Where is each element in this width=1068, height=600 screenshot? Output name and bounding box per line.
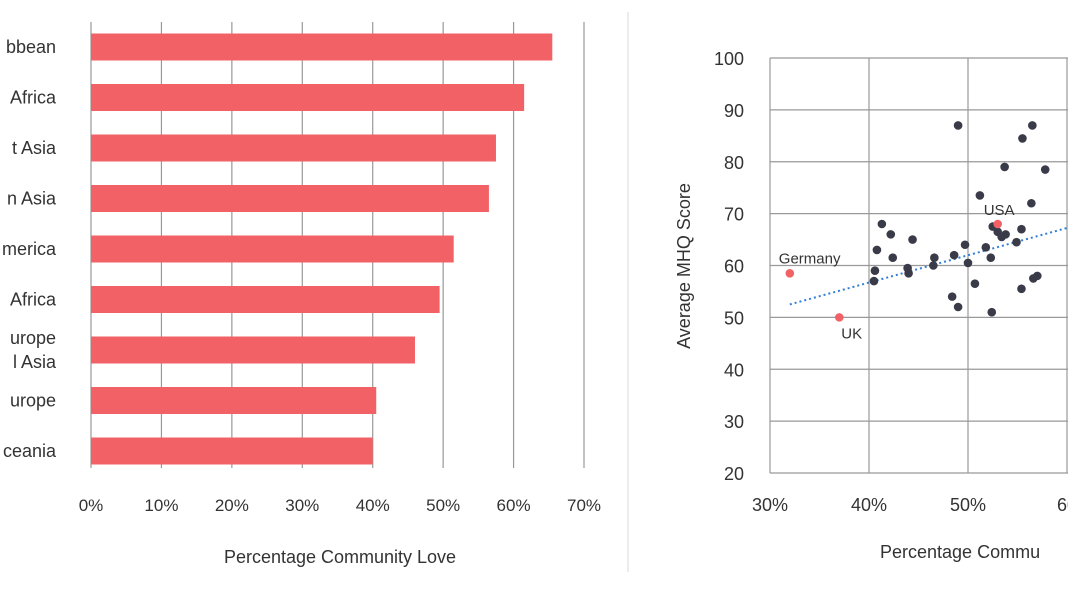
bar-chart-bars	[91, 33, 553, 465]
bar	[91, 33, 553, 61]
bar-category-label: merica	[2, 239, 57, 259]
scatter-point	[1017, 284, 1026, 294]
scatter-point	[981, 243, 991, 252]
scatter-point	[953, 302, 963, 312]
scatter-point-label: UK	[841, 325, 862, 342]
scatter-y-tick-label: 50	[724, 308, 744, 328]
bar	[91, 84, 525, 111]
bar-chart-category-labels: bbean Africa t Asia n Asia merica Africa urope…	[2, 37, 57, 461]
scatter-point	[1017, 224, 1026, 234]
bar	[91, 286, 440, 313]
bar-category-label: urope	[10, 391, 56, 411]
scatter-point	[975, 191, 985, 200]
scatter-point	[888, 253, 898, 263]
bar-x-tick-label: 20%	[215, 496, 249, 515]
scatter-point	[949, 250, 959, 260]
scatter-point	[963, 258, 973, 268]
scatter-x-tick-label: 30%	[752, 495, 788, 515]
scatter-y-tick-label: 70	[724, 205, 744, 225]
scatter-point	[1000, 162, 1009, 172]
scatter-y-tick-label: 20	[724, 464, 744, 484]
bar-category-label: Africa	[10, 290, 57, 310]
scatter-x-tick-label: 60	[1057, 495, 1068, 515]
scatter-point	[947, 292, 957, 301]
scatter-point	[997, 232, 1006, 242]
scatter-point	[929, 261, 938, 270]
scatter-x-tick-label: 40%	[851, 495, 887, 515]
scatter-y-tick-label: 60	[724, 257, 744, 277]
scatter-point	[1033, 271, 1042, 281]
bar	[91, 387, 377, 414]
scatter-y-tick-label: 40	[724, 360, 744, 380]
bar-category-label: t Asia	[12, 138, 57, 158]
scatter-point	[869, 276, 879, 286]
scatter-highlighted-point	[785, 268, 795, 278]
bar-category-label: bbean	[6, 37, 56, 57]
scatter-point-label: Germany	[779, 250, 841, 267]
bar-chart-x-tick-labels: 0% 10% 20% 30% 40% 50% 60% 70%	[79, 496, 601, 515]
bar-x-tick-label: 60%	[497, 496, 531, 515]
bar-x-tick-label: 70%	[567, 496, 601, 515]
scatter-chart-highlighted-points: Germany UK USA	[779, 202, 1015, 342]
bar-category-label: n Asia	[7, 189, 57, 209]
bar-x-tick-label: 10%	[144, 496, 178, 515]
scatter-point	[1028, 121, 1037, 130]
scatter-chart-points	[869, 121, 1050, 317]
bar	[91, 336, 415, 364]
scatter-chart: 100 90 80 70 60 50 40 30 20 30% 40% 50% 60 Germany U…	[674, 49, 1068, 562]
scatter-chart-y-tick-labels: 100 90 80 70 60 50 40 30 20	[714, 49, 744, 484]
scatter-chart-y-axis-label: Average MHQ Score	[674, 183, 694, 349]
bar-x-tick-label: 0%	[79, 496, 104, 515]
bar-chart-x-axis-label: Percentage Community Love	[224, 547, 456, 567]
scatter-y-tick-label: 90	[724, 101, 744, 121]
scatter-point	[953, 121, 963, 130]
bar-category-label: l Asia	[13, 352, 57, 372]
bar-x-tick-label: 40%	[356, 496, 390, 515]
scatter-chart-x-axis-label: Percentage Commu	[880, 542, 1040, 562]
bar-category-label: ceania	[3, 441, 57, 461]
scatter-point	[930, 253, 939, 263]
bar	[91, 185, 489, 212]
scatter-point	[872, 245, 882, 255]
scatter-chart-gridlines	[769, 57, 1068, 474]
scatter-point	[1040, 165, 1050, 174]
scatter-point	[870, 266, 880, 275]
scatter-x-tick-label: 50%	[950, 495, 986, 515]
bar-category-label: urope	[10, 328, 56, 348]
scatter-y-tick-label: 100	[714, 49, 744, 69]
scatter-highlighted-point	[835, 313, 844, 322]
bar-category-label: Africa	[10, 88, 57, 108]
scatter-point-label: USA	[984, 202, 1015, 219]
scatter-point	[987, 307, 997, 317]
bar	[91, 134, 496, 162]
bar	[91, 235, 454, 263]
bar-x-tick-label: 30%	[285, 496, 319, 515]
scatter-point	[970, 279, 980, 288]
bar	[91, 437, 373, 465]
scatter-point	[877, 219, 887, 229]
scatter-point	[1018, 134, 1027, 143]
bar-x-tick-label: 50%	[426, 496, 460, 515]
scatter-y-tick-label: 30	[724, 412, 744, 432]
scatter-point	[904, 268, 913, 278]
scatter-y-tick-label: 80	[724, 153, 744, 173]
scatter-highlighted-point	[993, 219, 1002, 229]
scatter-chart-trendline	[789, 226, 1068, 306]
scatter-point	[1027, 198, 1036, 208]
bar-chart: bbean Africa t Asia n Asia merica Africa urope…	[2, 22, 601, 567]
scatter-point	[986, 253, 996, 263]
scatter-point	[908, 235, 917, 244]
scatter-point	[1012, 237, 1021, 247]
scatter-point	[960, 240, 970, 250]
scatter-point	[886, 230, 896, 239]
scatter-chart-x-tick-labels: 30% 40% 50% 60	[752, 495, 1068, 515]
